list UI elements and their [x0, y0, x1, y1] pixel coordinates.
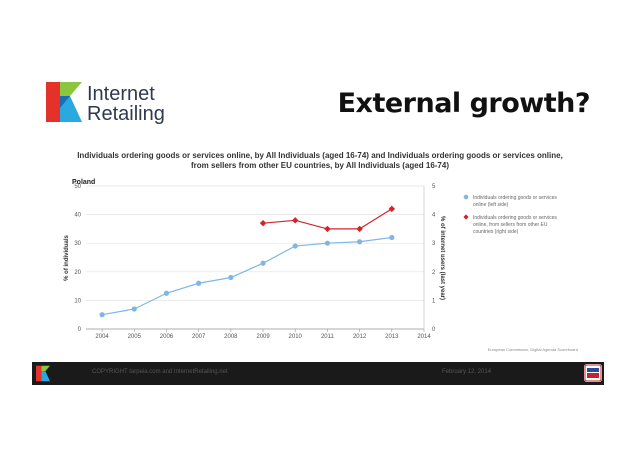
legend-marker-eu — [463, 214, 469, 220]
x-tick-label: 2011 — [321, 334, 335, 340]
footer-date: February 12, 2014 — [442, 369, 492, 375]
data-point-all — [260, 260, 266, 266]
y2-tick-label: 3 — [432, 241, 436, 247]
data-point-all — [292, 243, 298, 249]
badge-icon — [584, 364, 602, 382]
y-tick-label: 40 — [74, 213, 81, 219]
chart-subtitle: Poland — [72, 179, 95, 186]
y-tick-label: 20 — [74, 270, 81, 276]
x-tick-label: 2008 — [224, 334, 238, 340]
data-point-eu — [324, 225, 331, 233]
x-tick-label: 2014 — [417, 334, 431, 340]
data-point-all — [196, 280, 202, 286]
chart-title: Individuals ordering goods or services o… — [77, 151, 563, 170]
y2-tick-label: 1 — [432, 298, 436, 304]
legend-label-all: Individuals ordering goods or services on… — [473, 195, 557, 208]
slide-title: External growth? — [337, 88, 591, 119]
x-tick-label: 2007 — [192, 334, 206, 340]
footer-logo-icon — [36, 365, 50, 382]
footer-bar: COPYRIGHT tarpeia.com and InternetRetail… — [32, 362, 604, 385]
y-tick-label: 0 — [78, 327, 82, 333]
x-tick-label: 2012 — [353, 334, 367, 340]
chart-source: European Commission, Digital Agenda Scor… — [488, 347, 578, 352]
y2-axis-label: % of internet users (last year) — [439, 216, 445, 300]
y-tick-label: 50 — [74, 184, 81, 190]
x-tick-label: 2004 — [95, 334, 109, 340]
internet-retailing-logo: Internet Retailing — [46, 82, 176, 126]
x-tick-label: 2013 — [385, 334, 399, 340]
y-tick-label: 10 — [74, 298, 81, 304]
y-axis-label: % of individuals — [64, 235, 70, 281]
logo-text-line1: Internet — [87, 83, 155, 105]
data-point-all — [324, 240, 331, 246]
footer-copyright: COPYRIGHT tarpeia.com and InternetRetail… — [92, 369, 228, 375]
data-point-eu — [292, 217, 299, 224]
y2-tick-label: 5 — [432, 184, 436, 190]
data-point-all — [357, 239, 363, 245]
data-point-all — [228, 274, 234, 281]
data-point-all — [131, 306, 137, 312]
x-tick-label: 2006 — [160, 334, 174, 340]
y2-tick-label: 2 — [432, 270, 436, 276]
y2-tick-label: 4 — [432, 213, 436, 219]
data-point-eu — [259, 219, 267, 227]
data-point-eu — [356, 225, 363, 233]
legend-label-eu: Individuals ordering goods or services on… — [473, 215, 557, 235]
x-tick-label: 2005 — [128, 334, 142, 340]
x-tick-label: 2009 — [256, 334, 270, 340]
logo-text-line2: Retailing — [87, 103, 165, 125]
axes: 0 10 20 30 40 50 0 1 2 3 4 5 2004 2005 2006 2007 2008 200… — [74, 184, 436, 340]
data-point-all — [389, 234, 395, 241]
y2-tick-label: 0 — [432, 327, 436, 333]
data-point-all — [99, 312, 105, 318]
x-tick-label: 2010 — [289, 334, 303, 340]
legend-marker-all — [463, 194, 469, 200]
series — [99, 205, 396, 318]
logo-mark-icon — [46, 82, 82, 122]
series-line-all — [101, 236, 392, 316]
y-tick-label: 30 — [74, 241, 81, 247]
data-point-eu — [388, 205, 396, 213]
data-point-all — [163, 290, 170, 296]
legend: Individuals ordering goods or services on… — [463, 194, 557, 235]
